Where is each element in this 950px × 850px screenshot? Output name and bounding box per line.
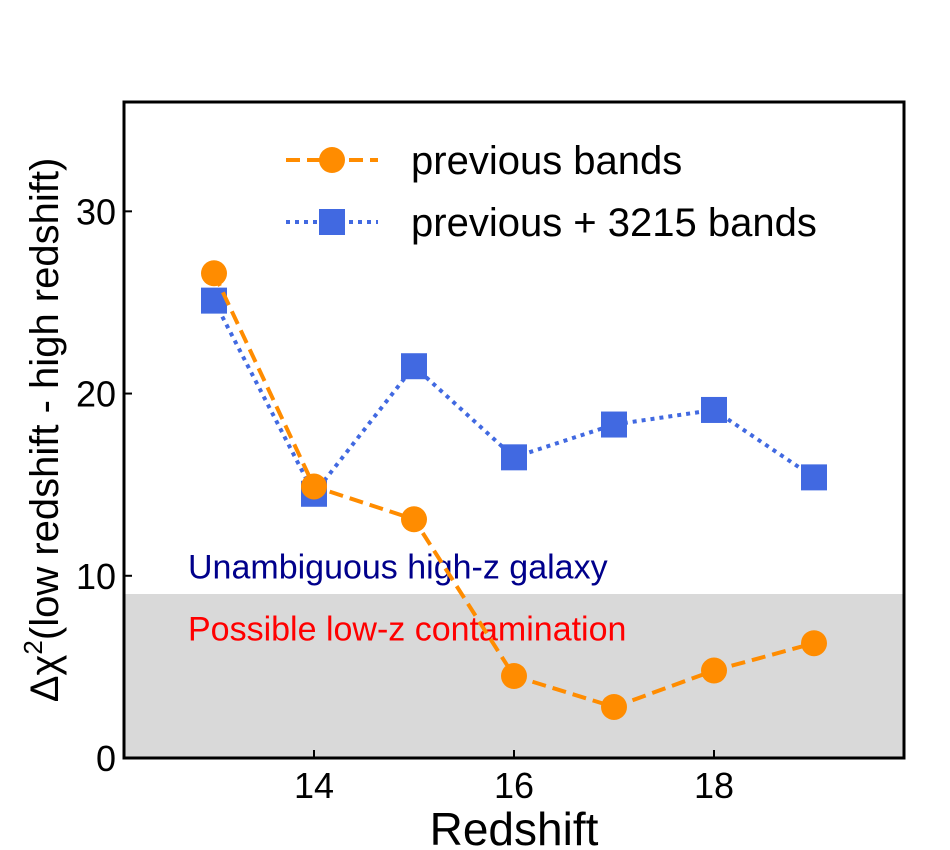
y-axis-label: Δχ2(low redshift - high redshift) <box>18 158 67 703</box>
series-layer <box>201 260 827 720</box>
y-axis-label-superscript: 2 <box>18 640 48 654</box>
x-tick-label: 14 <box>294 765 334 806</box>
x-axis-ticks: 14 16 18 <box>294 750 734 806</box>
y-tick-label: 0 <box>96 738 116 779</box>
low-z-contamination-label: Possible low-z contamination <box>188 611 626 649</box>
data-point <box>501 663 527 689</box>
data-point <box>301 473 327 500</box>
legend-label-previous-bands: previous bands <box>411 139 682 183</box>
data-point <box>201 260 227 287</box>
x-axis-label: Redshift <box>430 803 599 850</box>
data-point <box>201 287 227 314</box>
unambiguous-high-z-label: Unambiguous high-z galaxy <box>188 549 608 587</box>
legend-marker-previous-bands <box>319 147 345 173</box>
x-tick-label: 18 <box>694 765 734 806</box>
data-point <box>401 353 427 380</box>
y-axis-label-symbol: Δχ <box>23 655 67 703</box>
y-axis-ticks: 0 10 20 30 <box>76 191 132 779</box>
data-point <box>701 657 727 684</box>
y-tick-label: 30 <box>76 191 116 232</box>
y-tick-label: 10 <box>76 556 116 597</box>
series-previous-bands <box>201 260 827 720</box>
plot-frame <box>122 100 906 760</box>
data-point <box>501 444 527 471</box>
data-point <box>601 693 627 720</box>
y-tick-label: 20 <box>76 374 116 415</box>
series-previous-3215-bands <box>201 287 827 507</box>
legend-label-previous-3215-bands: previous + 3215 bands <box>411 201 817 245</box>
x-tick-label: 16 <box>494 765 534 806</box>
data-point <box>801 464 827 491</box>
legend: previous bands previous + 3215 bands <box>286 139 817 245</box>
data-point <box>601 411 627 438</box>
data-point <box>701 396 727 423</box>
y-axis-label-text: (low redshift - high redshift) <box>23 158 67 640</box>
legend-marker-previous-3215-bands <box>319 209 345 235</box>
data-point <box>401 506 427 533</box>
data-point <box>801 630 827 657</box>
